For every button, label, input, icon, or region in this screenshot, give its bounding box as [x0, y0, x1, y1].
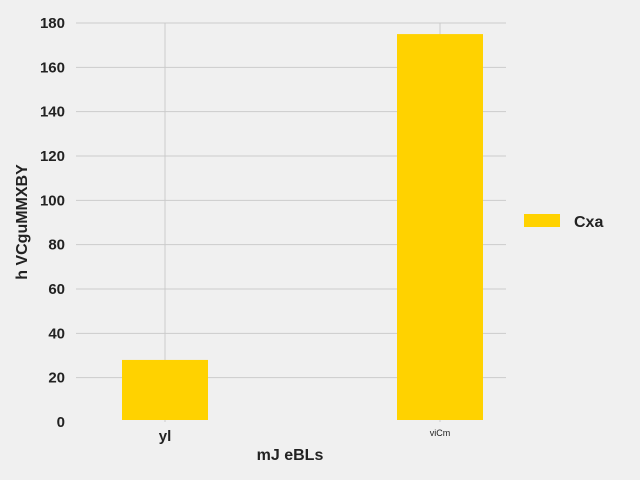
x-tick-label: viCm: [430, 428, 451, 438]
legend-label: Cxa: [574, 214, 603, 231]
legend-swatch: [524, 214, 560, 227]
bar-viCm: [397, 34, 483, 420]
y-tick-label: 120: [40, 148, 65, 165]
y-tick-labels: 0 20 40 60 80 100 120 140 160 180: [40, 15, 65, 431]
legend: Cxa: [524, 214, 603, 231]
bar-yl: [122, 359, 208, 420]
x-tick-label: yl: [159, 428, 172, 445]
x-axis-label: mJ eBLs: [257, 447, 324, 464]
y-tick-label: 20: [48, 370, 65, 387]
y-tick-label: 160: [40, 59, 65, 76]
x-tick-labels: yl viCm: [159, 428, 451, 445]
y-tick-label: 0: [57, 414, 65, 431]
y-tick-label: 80: [48, 237, 65, 254]
y-tick-label: 40: [48, 325, 65, 342]
y-tick-label: 60: [48, 281, 65, 298]
y-axis-label: h VCguMMXBY: [14, 164, 31, 280]
y-tick-label: 140: [40, 104, 65, 121]
bars: [122, 34, 483, 420]
y-tick-label: 180: [40, 15, 65, 32]
y-tick-label: 100: [40, 192, 65, 209]
